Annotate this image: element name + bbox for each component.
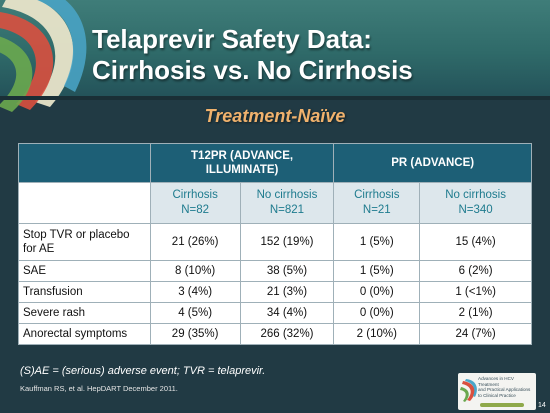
table-row: Severe rash 4 (5%) 34 (4%) 0 (0%) 2 (1%) [18, 302, 532, 324]
table-cell: 29 (35%) [149, 323, 241, 345]
page-number: 14 [538, 402, 546, 409]
table-cell: 152 (19%) [239, 223, 335, 261]
badge-line-2: and Practical Applications [478, 387, 531, 393]
safety-table: T12PR (ADVANCE, ILLUMINATE) PR (ADVANCE)… [18, 143, 532, 345]
table-cell: 15 (4%) [419, 223, 532, 261]
subheader-n: N=21 [362, 204, 391, 216]
table-row: SAE 8 (10%) 38 (5%) 1 (5%) 6 (2%) [18, 260, 532, 282]
badge-line-1: Advances in HCV Treatment [478, 376, 515, 387]
row-label: Anorectal symptoms [18, 323, 151, 345]
table-cell: 1 (5%) [333, 223, 421, 261]
subheader-cell: Cirrhosis N=82 [149, 182, 241, 224]
row-label: Transfusion [18, 281, 151, 303]
table-corner-cell [18, 143, 151, 183]
row-label: Stop TVR or placebo for AE [18, 223, 151, 261]
subheader-n: N=82 [181, 204, 210, 216]
subheader-label: No cirrhosis [256, 189, 318, 201]
table-cell: 38 (5%) [239, 260, 335, 282]
table-cell: 34 (4%) [239, 302, 335, 324]
subheader-label: Cirrhosis [354, 189, 400, 201]
table-cell: 3 (4%) [149, 281, 241, 303]
slide-subtitle: Treatment-Naïve [204, 106, 346, 126]
table-row: Transfusion 3 (4%) 21 (3%) 0 (0%) 1 (<1%… [18, 281, 532, 303]
title-line-2: Cirrhosis vs. No Cirrhosis [92, 55, 413, 85]
subheader-empty-cell [18, 182, 151, 224]
badge-bar [480, 403, 524, 407]
header-divider [0, 96, 550, 100]
table-cell: 8 (10%) [149, 260, 241, 282]
table-cell: 21 (26%) [149, 223, 241, 261]
subheader-cell: No cirrhosis N=821 [239, 182, 335, 224]
badge-line-3: to Clinical Practice [478, 392, 516, 398]
group-header-t12pr: T12PR (ADVANCE, ILLUMINATE) [149, 143, 335, 183]
subheader-label: No cirrhosis [445, 189, 506, 201]
table-cell: 1 (<1%) [419, 281, 532, 303]
badge-text: Advances in HCV Treatment and Practical … [478, 376, 534, 398]
group-header-pr: PR (ADVANCE) [333, 143, 532, 183]
table-cell: 1 (5%) [333, 260, 421, 282]
subheader-label: Cirrhosis [172, 189, 218, 201]
table-cell: 0 (0%) [333, 302, 421, 324]
citation: Kauffman RS, et al. HepDART December 201… [20, 384, 178, 393]
footnote: (S)AE = (serious) adverse event; TVR = t… [20, 365, 266, 377]
table-cell: 24 (7%) [419, 323, 532, 345]
conference-badge: Advances in HCV Treatment and Practical … [458, 373, 536, 410]
slide-title: Telaprevir Safety Data: Cirrhosis vs. No… [92, 24, 413, 86]
title-line-1: Telaprevir Safety Data: [92, 24, 372, 54]
table-row: Stop TVR or placebo for AE 21 (26%) 152 … [18, 223, 532, 261]
subheader-n: N=340 [458, 204, 493, 216]
badge-swirl-icon [460, 379, 477, 402]
table-cell: 266 (32%) [239, 323, 335, 345]
table-cell: 2 (1%) [419, 302, 532, 324]
subheader-n: N=821 [269, 204, 305, 216]
subheader-cell: No cirrhosis N=340 [419, 182, 532, 224]
table-cell: 2 (10%) [333, 323, 421, 345]
swirl-logo-icon [0, 0, 87, 112]
row-label: SAE [18, 260, 151, 282]
table-row: Anorectal symptoms 29 (35%) 266 (32%) 2 … [18, 323, 532, 345]
row-label: Severe rash [18, 302, 151, 324]
table-cell: 0 (0%) [333, 281, 421, 303]
header-band: Telaprevir Safety Data: Cirrhosis vs. No… [0, 0, 550, 112]
table-cell: 6 (2%) [419, 260, 532, 282]
subheader-cell: Cirrhosis N=21 [333, 182, 421, 224]
table-cell: 4 (5%) [149, 302, 241, 324]
table-cell: 21 (3%) [239, 281, 335, 303]
